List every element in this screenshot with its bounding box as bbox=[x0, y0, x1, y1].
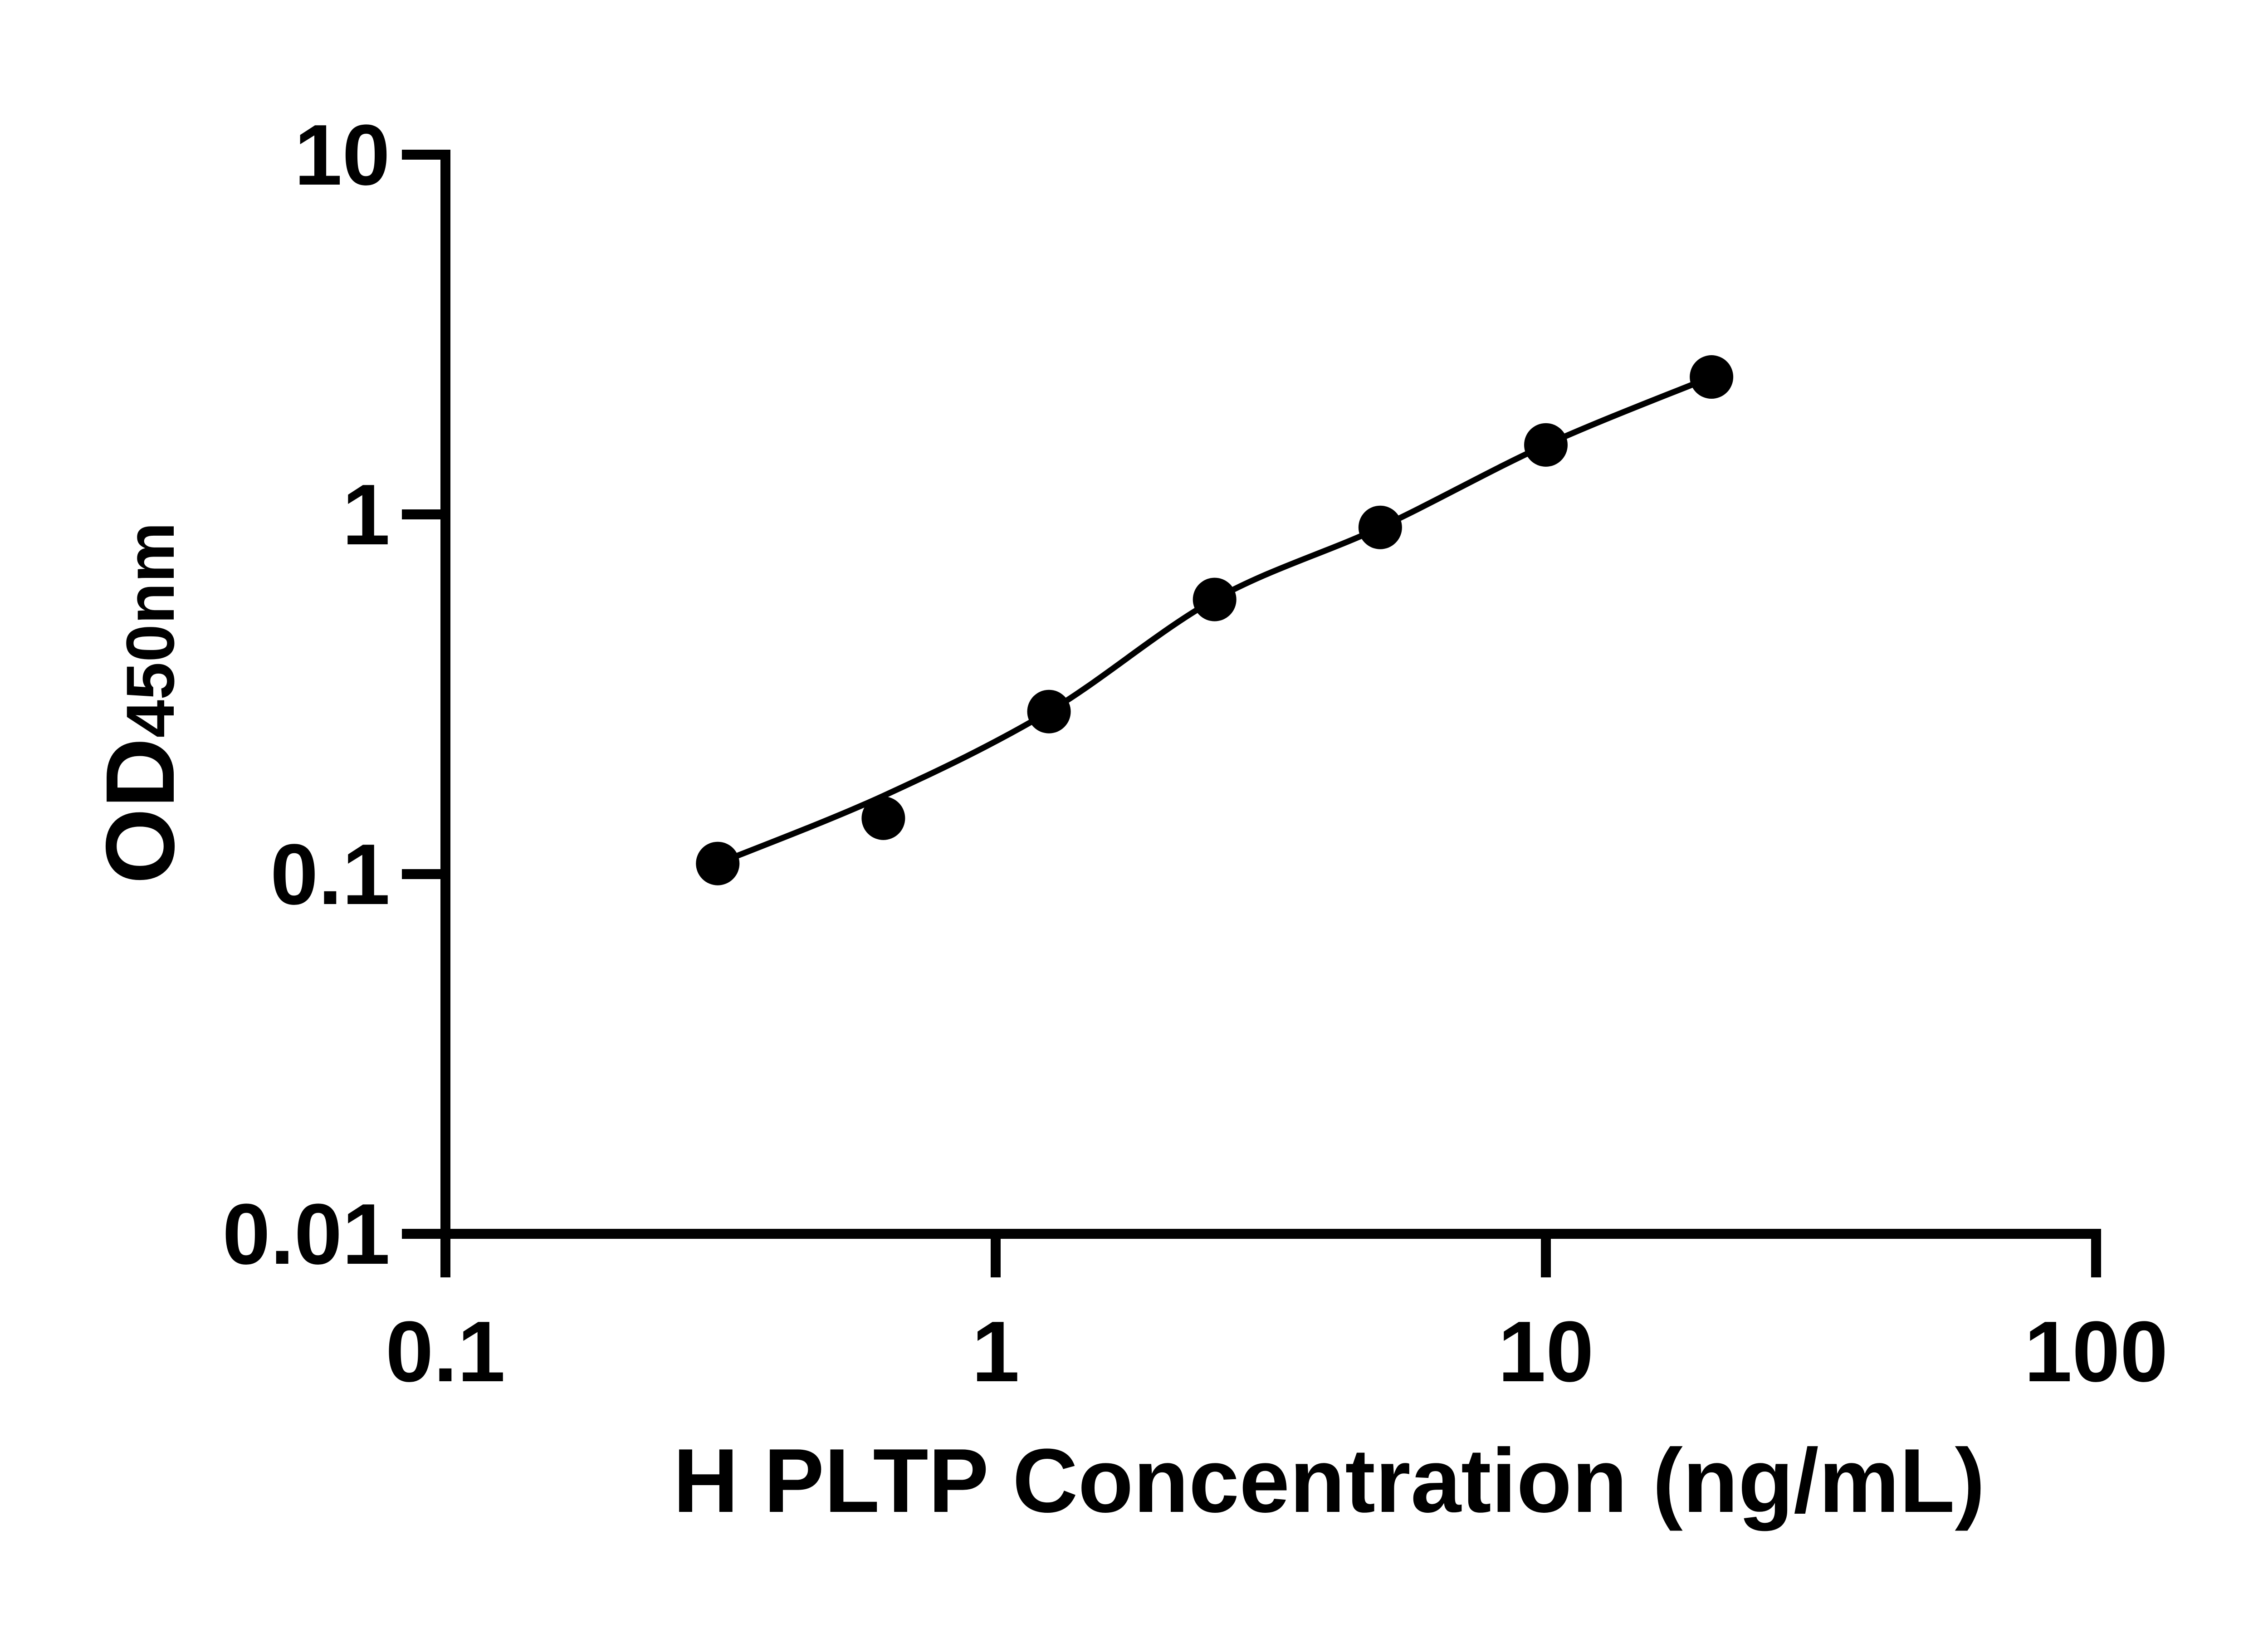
y-axis-title-main: OD bbox=[85, 738, 195, 884]
y-tick-label: 10 bbox=[294, 107, 390, 203]
y-tick-label: 0.01 bbox=[222, 1186, 390, 1282]
x-tick-label: 0.1 bbox=[386, 1304, 505, 1400]
x-axis-tick-labels: 0.1 1 10 100 bbox=[386, 1304, 2168, 1400]
data-point-marker bbox=[1193, 577, 1237, 621]
x-tick-label: 10 bbox=[1498, 1304, 1593, 1400]
x-axis-ticks bbox=[440, 1234, 2101, 1277]
y-tick-label: 0.1 bbox=[270, 826, 390, 923]
x-tick-label: 100 bbox=[2024, 1304, 2168, 1400]
data-point-marker bbox=[1524, 423, 1568, 467]
y-tick-label: 1 bbox=[342, 467, 390, 563]
data-series bbox=[696, 355, 1734, 885]
data-point-marker bbox=[1027, 689, 1071, 733]
data-point-marker bbox=[696, 841, 740, 885]
y-axis-tick-labels: 10 1 0.1 0.01 bbox=[222, 107, 390, 1282]
y-axis-ticks bbox=[402, 150, 445, 1239]
data-point-marker bbox=[1358, 505, 1402, 549]
y-axis-title-subscript: 450nm bbox=[112, 522, 188, 738]
data-point-marker bbox=[861, 796, 905, 840]
data-point-marker bbox=[1690, 355, 1734, 399]
axes-lines bbox=[440, 150, 2101, 1239]
y-axis-title: OD450nm bbox=[85, 522, 195, 884]
x-axis-title: H PLTP Concentration (ng/mL) bbox=[673, 1430, 1985, 1531]
x-tick-label: 1 bbox=[972, 1304, 1020, 1400]
